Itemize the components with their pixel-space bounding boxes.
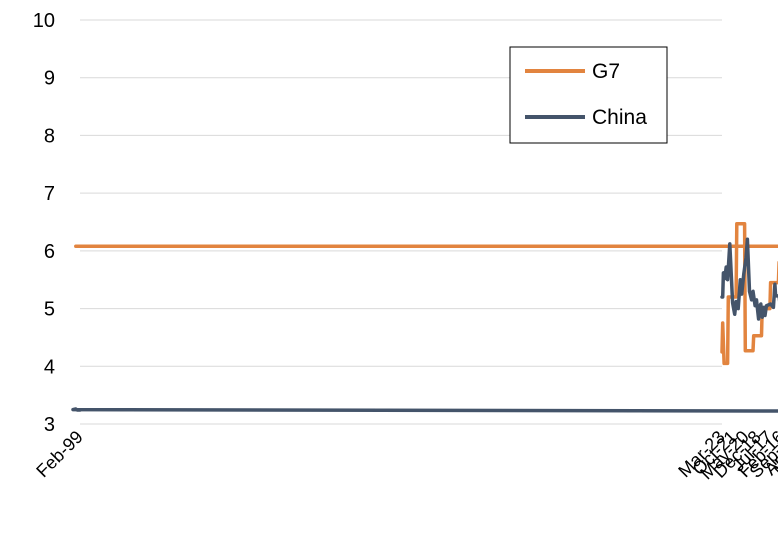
y-axis: 3 4 5 6 7 8 9 10 xyxy=(33,10,55,436)
legend: G7 China xyxy=(509,46,668,144)
y-tick-label: 9 xyxy=(44,68,55,90)
y-tick-label: 4 xyxy=(44,356,55,378)
y-tick-label: 3 xyxy=(44,414,55,436)
series-lines xyxy=(71,221,778,413)
y-tick-label: 6 xyxy=(44,241,55,263)
y-tick-label: 5 xyxy=(44,299,55,321)
y-tick-label: 8 xyxy=(44,125,55,147)
y-tick-label: 10 xyxy=(33,10,55,32)
x-tick-label: Feb-99 xyxy=(32,427,86,481)
legend-box xyxy=(509,46,668,144)
grid-lines xyxy=(80,19,722,367)
legend-label-g7: G7 xyxy=(592,60,620,83)
series-line-china xyxy=(71,237,778,413)
y-tick-label: 7 xyxy=(44,183,55,205)
series-line-g7 xyxy=(74,221,778,366)
x-axis: Feb-99Jul-00Dec-01May-03Oct-04Mar-06Aug-… xyxy=(32,423,778,483)
legend-label-china: China xyxy=(592,106,647,129)
